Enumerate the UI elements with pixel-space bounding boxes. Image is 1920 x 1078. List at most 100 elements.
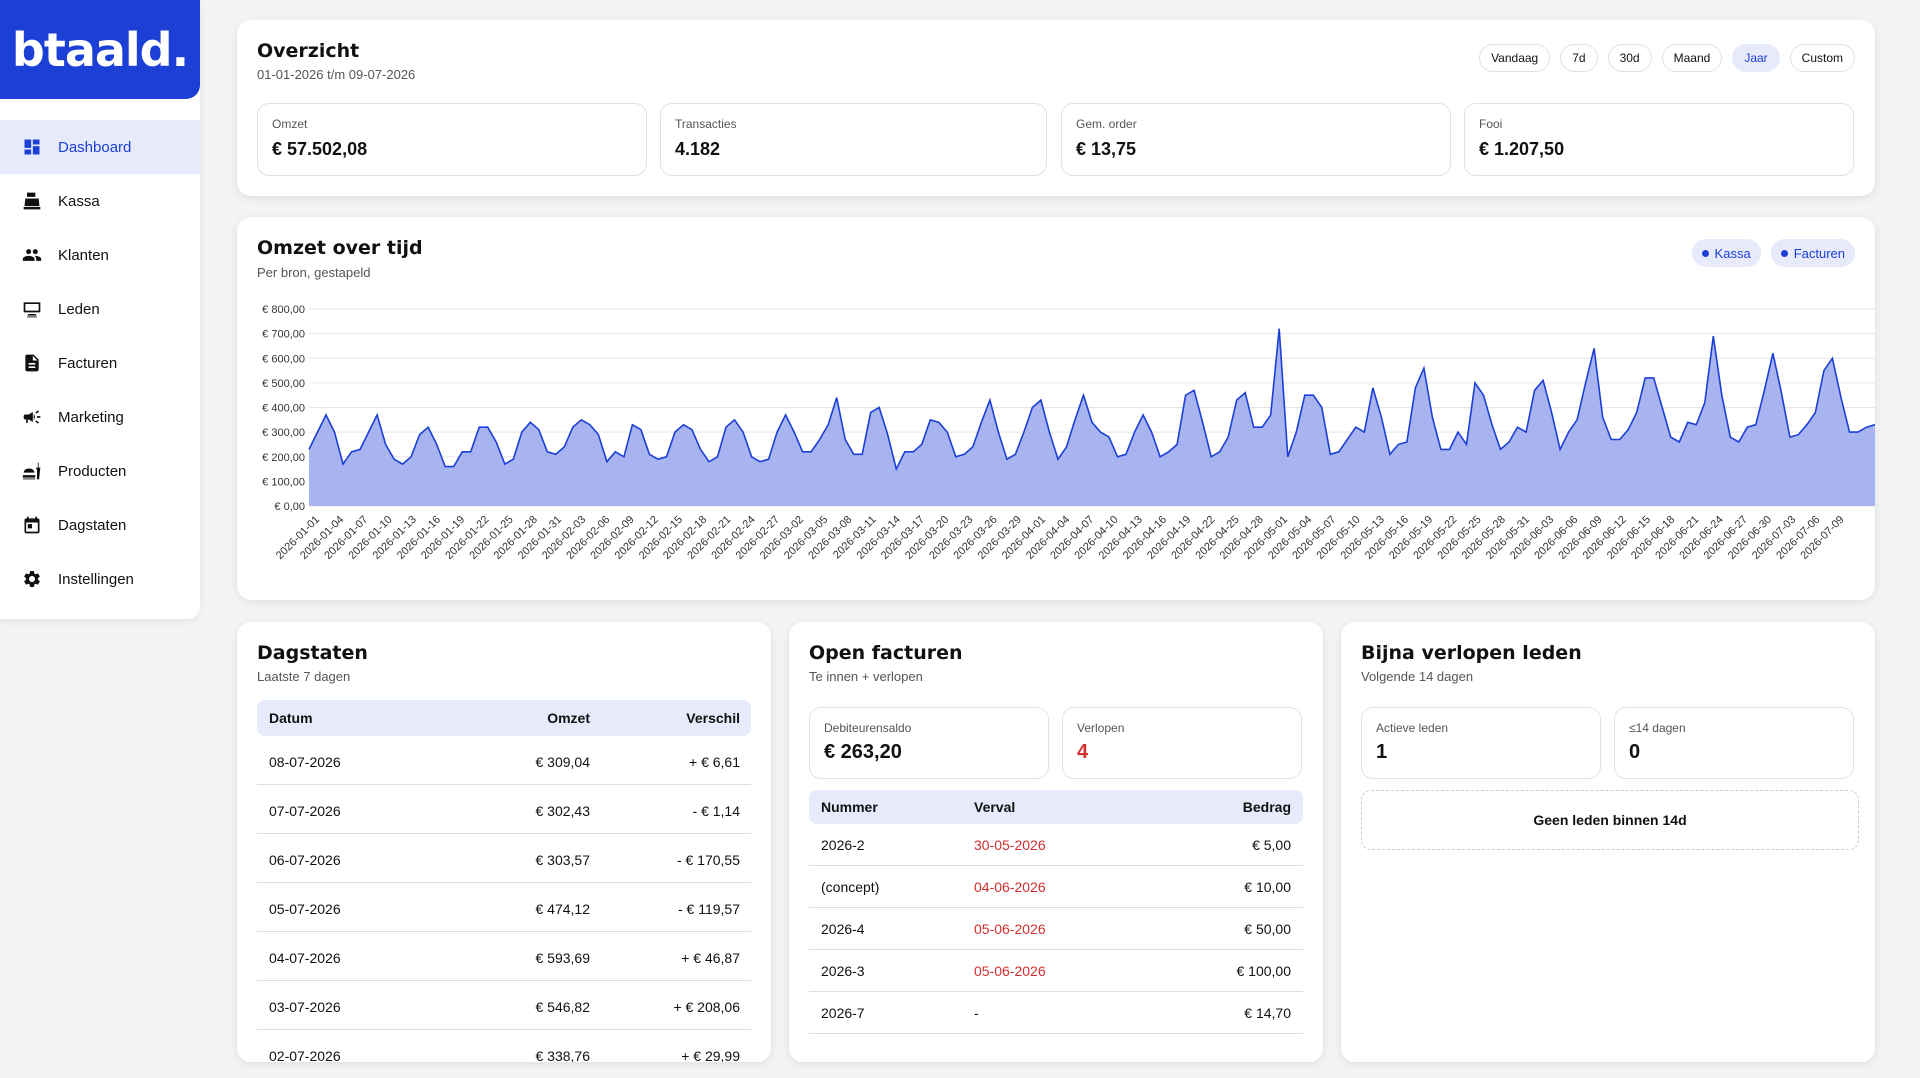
calendar-icon <box>22 515 42 535</box>
legend-facturen[interactable]: Facturen <box>1770 239 1855 267</box>
period-7d-button[interactable]: 7d <box>1560 44 1598 72</box>
table-row[interactable]: (concept) 04-06-2026 € 10,00 <box>809 866 1303 908</box>
active-members-label: Actieve leden <box>1376 721 1449 735</box>
cell-verval: 30-05-2026 <box>974 836 1046 853</box>
table-header: Nummer Verval Bedrag <box>809 790 1303 824</box>
x-tick-label: 2026-03-23 <box>927 514 975 562</box>
x-tick-label: 2026-05-31 <box>1484 514 1532 562</box>
x-tick-label: 2026-01-25 <box>467 514 515 562</box>
x-tick-label: 2026-06-30 <box>1726 514 1774 562</box>
food-icon <box>22 461 42 481</box>
x-tick-label: 2026-02-27 <box>734 514 782 562</box>
sidebar-item-label: Kassa <box>58 192 100 210</box>
y-tick-label: € 400,00 <box>262 403 305 415</box>
table-row: 05-07-2026 € 474,12 - € 119,57 <box>257 883 751 932</box>
cash-register-icon <box>22 191 42 211</box>
cell-omzet: € 309,04 <box>535 754 591 770</box>
table-row: 08-07-2026 € 309,04 + € 6,61 <box>257 736 751 785</box>
cell-datum: 08-07-2026 <box>269 754 341 770</box>
col-omzet: Omzet <box>547 710 590 726</box>
x-tick-label: 2026-04-13 <box>1097 514 1145 562</box>
table-row[interactable]: 2026-2 30-05-2026 € 5,00 <box>809 824 1303 866</box>
cell-omzet: € 593,69 <box>535 950 591 966</box>
x-tick-label: 2026-01-19 <box>419 514 467 562</box>
sidebar-item-producten[interactable]: Producten <box>0 444 200 498</box>
members-subtitle: Volgende 14 dagen <box>1361 669 1474 684</box>
table-row[interactable]: 2026-7 - € 14,70 <box>809 992 1303 1034</box>
x-tick-label: 2026-06-09 <box>1556 514 1604 562</box>
cell-verschil: + € 46,87 <box>681 950 740 966</box>
x-tick-label: 2026-02-09 <box>588 514 636 562</box>
cell-datum: 02-07-2026 <box>269 1048 341 1062</box>
x-tick-label: 2026-01-13 <box>371 514 419 562</box>
x-tick-label: 2026-04-19 <box>1145 514 1193 562</box>
legend-label: Kassa <box>1714 245 1751 261</box>
period-jaar-button[interactable]: Jaar <box>1732 44 1780 72</box>
chart-title: Omzet over tijd <box>257 237 423 259</box>
y-tick-label: € 800,00 <box>262 304 305 316</box>
cell-nummer: (concept) <box>821 878 880 895</box>
x-tick-label: 2026-02-18 <box>661 514 709 562</box>
membership-card-icon <box>22 299 42 319</box>
x-tick-label: 2026-07-03 <box>1750 514 1798 562</box>
sidebar-item-label: Klanten <box>58 246 109 264</box>
x-tick-label: 2026-03-05 <box>782 514 830 562</box>
overdue-value: 4 <box>1077 741 1089 763</box>
invoices-subtitle: Te innen + verlopen <box>809 669 923 684</box>
sidebar-item-kassa[interactable]: Kassa <box>0 174 200 228</box>
cell-verval: 04-06-2026 <box>974 878 1046 895</box>
x-tick-label: 2026-04-07 <box>1048 514 1096 562</box>
cell-verval: - <box>974 1004 979 1021</box>
col-bedrag: Bedrag <box>1242 799 1291 815</box>
debt-label: Debiteurensaldo <box>824 721 912 735</box>
logo[interactable]: btaald. <box>0 0 200 99</box>
sidebar-item-leden[interactable]: Leden <box>0 282 200 336</box>
people-icon <box>22 245 42 265</box>
period-custom-button[interactable]: Custom <box>1789 44 1855 72</box>
kpi-fooi: Fooi € 1.207,50 <box>1464 103 1854 176</box>
table-row[interactable]: 2026-4 05-06-2026 € 50,00 <box>809 908 1303 950</box>
expiring-soon-box: ≤14 dagen 0 <box>1614 707 1854 779</box>
x-tick-label: 2026-03-20 <box>903 514 951 562</box>
kpi-label: Transacties <box>675 117 737 131</box>
invoices-title: Open facturen <box>809 642 963 664</box>
cell-nummer: 2026-7 <box>821 1004 865 1021</box>
sidebar-item-instellingen[interactable]: Instellingen <box>0 552 200 606</box>
table-row[interactable]: 2026-3 05-06-2026 € 100,00 <box>809 950 1303 992</box>
legend-dot <box>1780 249 1788 257</box>
sidebar-item-marketing[interactable]: Marketing <box>0 390 200 444</box>
period-vandaag-button[interactable]: Vandaag <box>1479 44 1551 72</box>
cell-verschil: + € 29,99 <box>681 1048 740 1062</box>
cell-verschil: - € 170,55 <box>676 852 740 868</box>
x-tick-label: 2026-02-21 <box>685 514 733 562</box>
period-maand-button[interactable]: Maand <box>1661 44 1723 72</box>
overdue-box: Verlopen 4 <box>1062 707 1302 779</box>
x-tick-label: 2026-05-04 <box>1266 514 1314 562</box>
overview-card: Overzicht 01-01-2026 t/m 09-07-2026 Vand… <box>237 20 1875 196</box>
kpi-value: 4.182 <box>675 139 721 159</box>
dagstaten-card: Dagstaten Laatste 7 dagen Datum Omzet Ve… <box>237 622 771 1062</box>
x-tick-label: 2026-06-24 <box>1677 514 1725 562</box>
x-tick-label: 2026-04-10 <box>1072 514 1120 562</box>
sidebar-item-dashboard[interactable]: Dashboard <box>0 120 200 174</box>
x-tick-label: 2026-07-06 <box>1774 514 1822 562</box>
cell-omzet: € 338,76 <box>535 1048 591 1062</box>
dagstaten-title: Dagstaten <box>257 642 368 664</box>
y-tick-label: € 100,00 <box>262 476 305 488</box>
x-tick-label: 2026-03-29 <box>976 514 1024 562</box>
kpi-value: € 57.502,08 <box>272 139 368 159</box>
overview-title: Overzicht <box>257 40 360 62</box>
x-tick-label: 2026-05-25 <box>1435 514 1483 562</box>
dagstaten-table: Datum Omzet Verschil 08-07-2026 € 309,04 +… <box>257 700 751 1062</box>
kpi-value: € 13,75 <box>1076 139 1137 159</box>
x-tick-label: 2026-03-26 <box>951 514 999 562</box>
sidebar-item-klanten[interactable]: Klanten <box>0 228 200 282</box>
x-tick-label: 2026-04-16 <box>1121 514 1169 562</box>
chart-subtitle: Per bron, gestapeld <box>257 265 371 280</box>
period-30d-button[interactable]: 30d <box>1607 44 1652 72</box>
y-tick-label: € 700,00 <box>262 329 305 341</box>
y-tick-label: € 600,00 <box>262 353 305 365</box>
sidebar-item-dagstaten[interactable]: Dagstaten <box>0 498 200 552</box>
sidebar-item-facturen[interactable]: Facturen <box>0 336 200 390</box>
legend-kassa[interactable]: Kassa <box>1691 239 1761 267</box>
